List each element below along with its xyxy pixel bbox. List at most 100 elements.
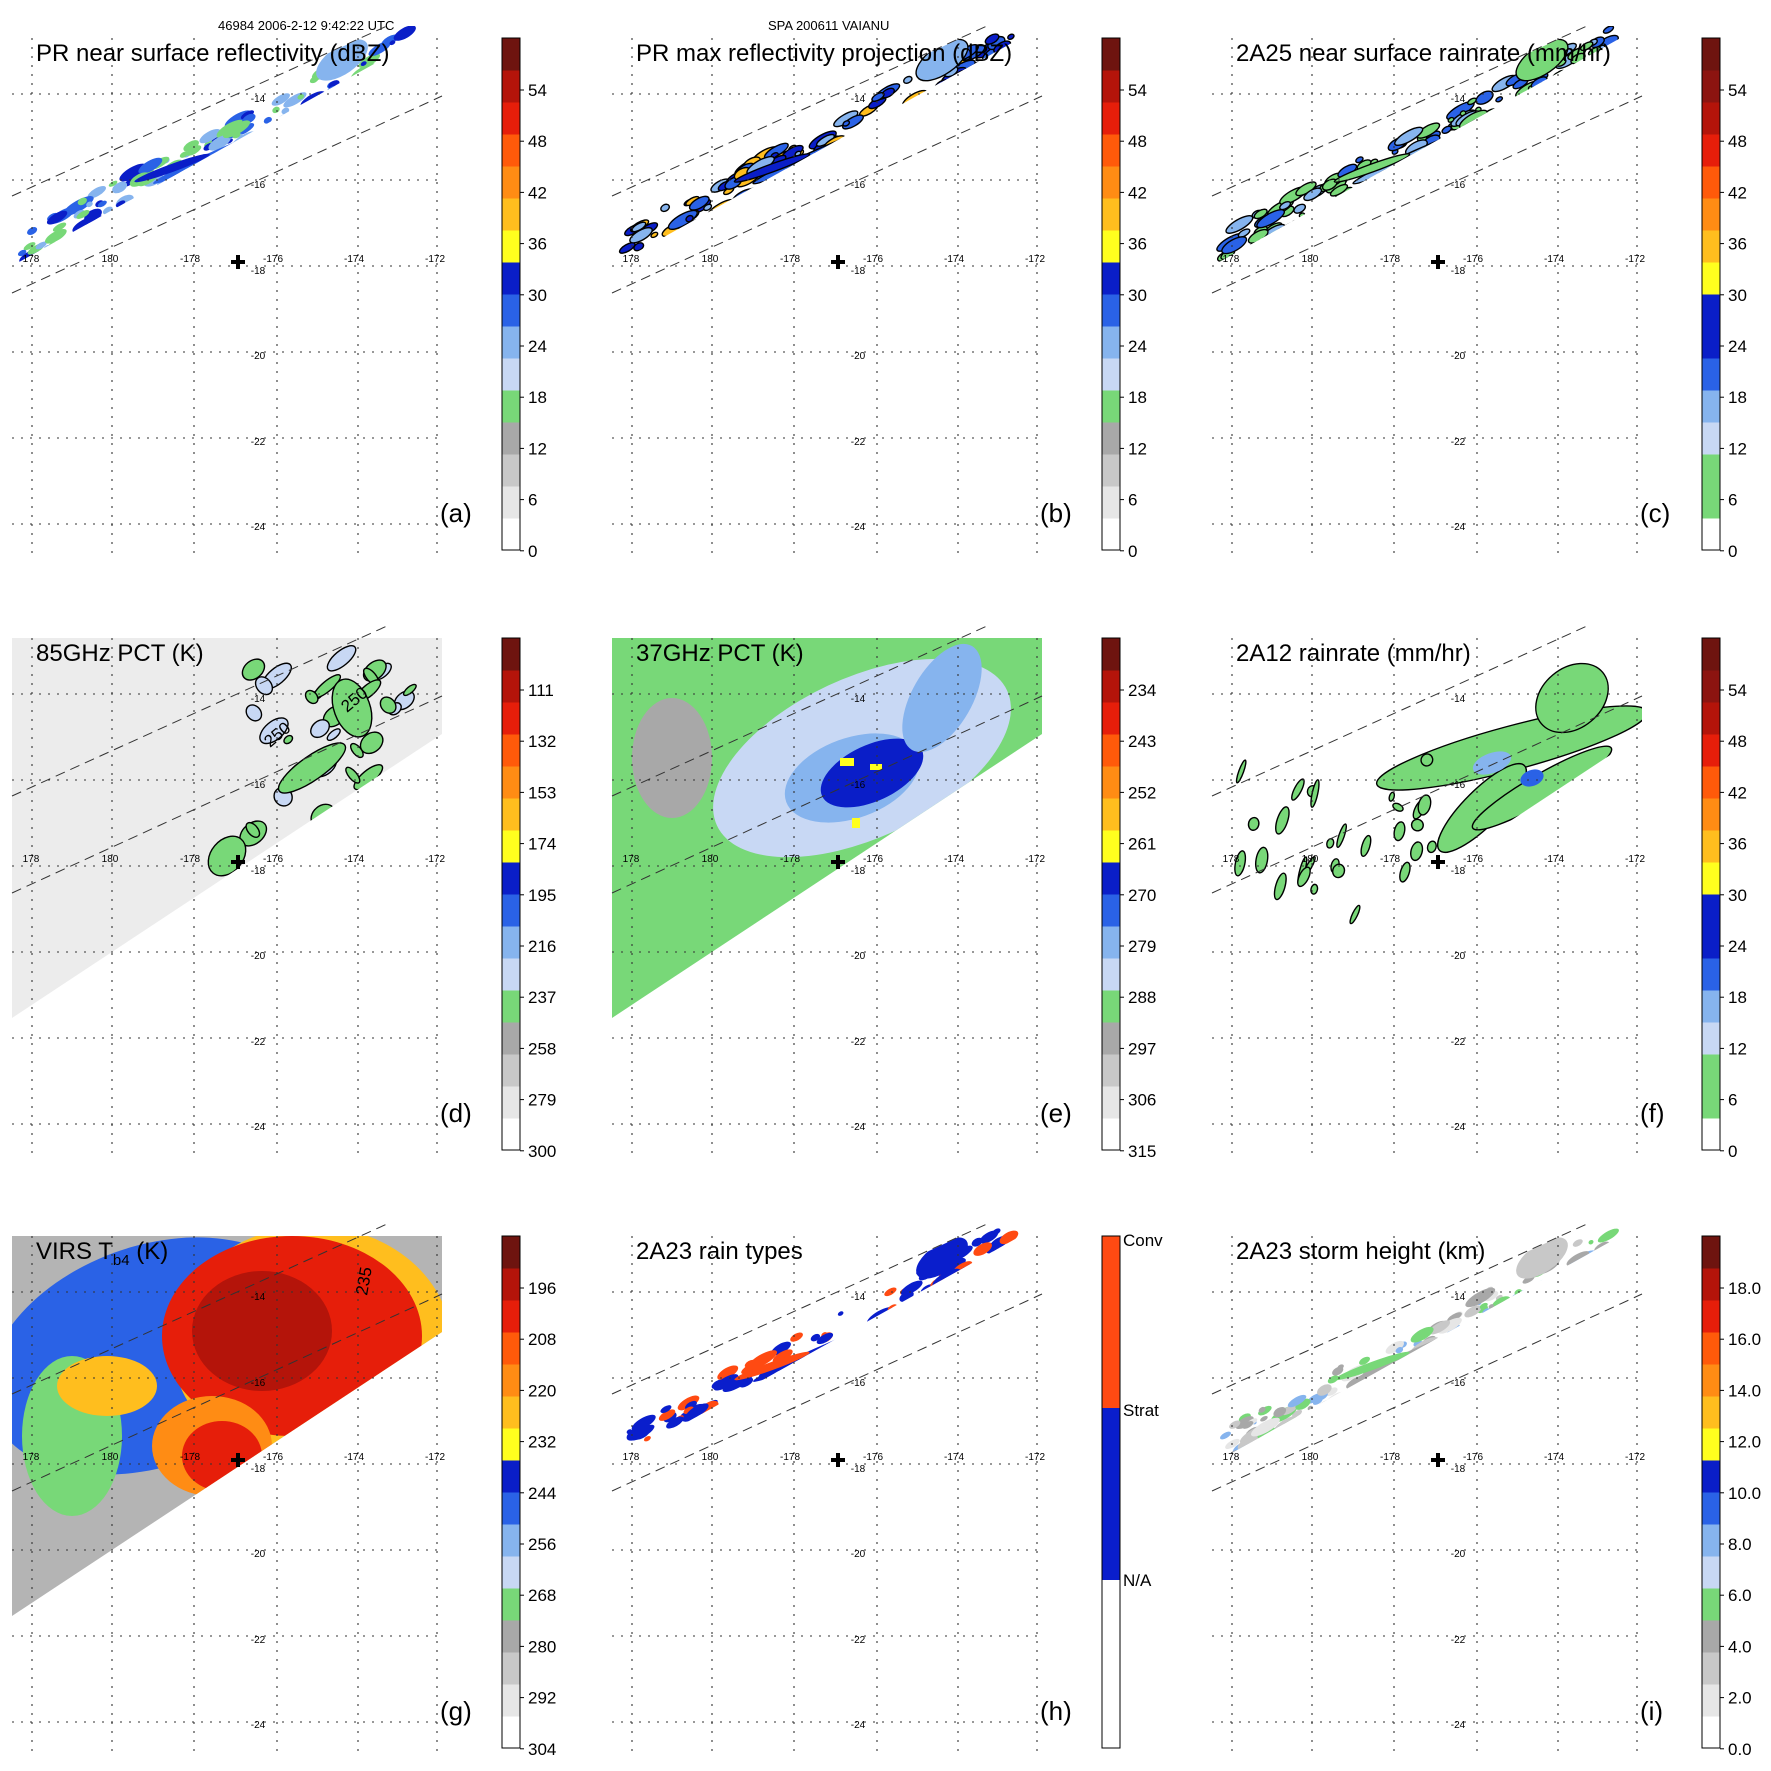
lat-label: -20 <box>851 1549 866 1560</box>
colorbar-swatch <box>1702 1364 1720 1397</box>
colorbar-swatch <box>502 486 520 519</box>
lat-label: -16 <box>251 780 266 791</box>
lat-label: -22 <box>251 437 266 448</box>
colorbar-label: 237 <box>528 988 556 1007</box>
lon-label: -176 <box>263 854 283 865</box>
panel-title: 85GHz PCT (K) <box>36 640 204 667</box>
lon-label: -174 <box>1544 254 1564 265</box>
colorbar-c: 54 48 42 36 30 24 18 12 6 0 <box>1701 37 1771 561</box>
lon-label: 178 <box>1223 254 1240 265</box>
colorbar-swatch <box>502 326 520 359</box>
colorbar-swatch <box>1702 454 1720 487</box>
pr-swath-edges <box>1211 625 1643 894</box>
lon-label: 180 <box>102 1452 119 1463</box>
colorbar-label: 234 <box>1128 681 1156 700</box>
colorbar-swatch <box>502 958 520 991</box>
pr-swath-edges <box>611 1223 1043 1492</box>
colorbar-label: 315 <box>1128 1142 1156 1161</box>
colorbar-label: 54 <box>1728 681 1747 700</box>
lon-label: -174 <box>344 1452 364 1463</box>
lat-label: -22 <box>851 1635 866 1646</box>
colorbar-swatch <box>1102 326 1120 359</box>
colorbar-label: 36 <box>1728 235 1747 254</box>
colorbar-label: 18 <box>528 388 547 407</box>
panel-title: PR near surface reflectivity (dBZ) <box>36 40 390 67</box>
colorbar-swatch <box>502 1118 520 1151</box>
lat-label: -16 <box>251 1378 266 1389</box>
colorbar-swatch <box>502 1396 520 1429</box>
lon-label: 180 <box>1302 854 1319 865</box>
colorbar-swatch <box>502 1460 520 1493</box>
colorbar-swatch <box>502 1300 520 1333</box>
colorbar-swatch <box>502 262 520 295</box>
panel-title: 2A12 rainrate (mm/hr) <box>1236 640 1471 667</box>
lon-label: -176 <box>863 1452 883 1463</box>
colorbar-swatch <box>1702 358 1720 391</box>
colorbar-label: 0 <box>1128 542 1137 561</box>
colorbar-label: 42 <box>528 183 547 202</box>
storm-center-marker <box>231 855 245 869</box>
colorbar-label: 261 <box>1128 835 1156 854</box>
map-b: 178 180 -178 -176 -174 -172 -14 -16 -18 -20 -22 -24 <box>611 25 1045 558</box>
colorbar-swatch <box>1702 830 1720 863</box>
lon-label: -178 <box>780 1452 800 1463</box>
lat-label: -18 <box>1451 866 1466 877</box>
graticule <box>612 38 1042 558</box>
pr-swath-edges <box>1211 1223 1643 1492</box>
lon-label: -174 <box>344 254 364 265</box>
colorbar-swatch <box>1702 990 1720 1023</box>
colorbar-swatch <box>1702 1556 1720 1589</box>
graticule <box>12 638 442 1158</box>
colorbar-swatch <box>502 1022 520 1055</box>
colorbar-swatch <box>502 358 520 391</box>
lon-label: -176 <box>263 254 283 265</box>
lon-label: -174 <box>344 854 364 865</box>
lat-label: -14 <box>251 1292 266 1303</box>
lon-label: -176 <box>1463 254 1483 265</box>
storm-center-marker <box>1431 1453 1445 1467</box>
panel-title: 37GHz PCT (K) <box>636 640 804 667</box>
colorbar-swatch <box>502 1428 520 1461</box>
lon-label: -176 <box>863 854 883 865</box>
colorbar-swatch <box>502 198 520 231</box>
lon-label: -178 <box>180 854 200 865</box>
graticule <box>612 638 1042 1158</box>
colorbar-swatch <box>1102 798 1120 831</box>
lat-label: -18 <box>251 866 266 877</box>
pct37-field <box>612 638 1042 1018</box>
lon-label: -174 <box>944 1452 964 1463</box>
colorbar-label: 18 <box>1128 388 1147 407</box>
colorbar-swatch <box>502 638 520 671</box>
colorbar-swatch <box>1702 1300 1720 1333</box>
colorbar-swatch <box>1702 1524 1720 1557</box>
colorbar-swatch <box>1702 102 1720 135</box>
graticule <box>1212 38 1642 558</box>
colorbar-label: 24 <box>1128 337 1147 356</box>
lat-label: -22 <box>251 1635 266 1646</box>
colorbar-swatch <box>1102 894 1120 927</box>
storm-center-marker <box>831 855 845 869</box>
colorbar-b: 54 48 42 36 30 24 18 12 6 0 <box>1101 37 1202 561</box>
colorbar-swatch <box>502 134 520 167</box>
storm-center-marker <box>231 1453 245 1467</box>
lat-label: -20 <box>1451 951 1466 962</box>
colorbar-label: Strat <box>1123 1401 1159 1420</box>
lat-label: -14 <box>851 94 866 105</box>
lat-label: -18 <box>851 866 866 877</box>
colorbar-swatch <box>502 390 520 423</box>
colorbar-label: 12 <box>528 439 547 458</box>
lat-label: -16 <box>1451 1378 1466 1389</box>
panel-title: VIRS Tb4 (K) <box>36 1238 169 1269</box>
colorbar-label: 12 <box>1728 439 1747 458</box>
graticule <box>1212 638 1642 1158</box>
colorbar-swatch <box>1102 958 1120 991</box>
lat-label: -16 <box>851 180 866 191</box>
lat-label: -16 <box>1451 180 1466 191</box>
colorbar-label: 14.0 <box>1728 1381 1761 1400</box>
lat-label: -18 <box>251 1464 266 1475</box>
panel-f: 178 180 -178 -176 -174 -172 -14 -16 -18 -20 -22 -24… <box>1211 625 1771 1161</box>
lon-label: 178 <box>1223 854 1240 865</box>
pr-swath-edges <box>11 1223 443 1492</box>
colorbar-label: 4.0 <box>1728 1637 1752 1656</box>
colorbar-swatch <box>1702 166 1720 199</box>
